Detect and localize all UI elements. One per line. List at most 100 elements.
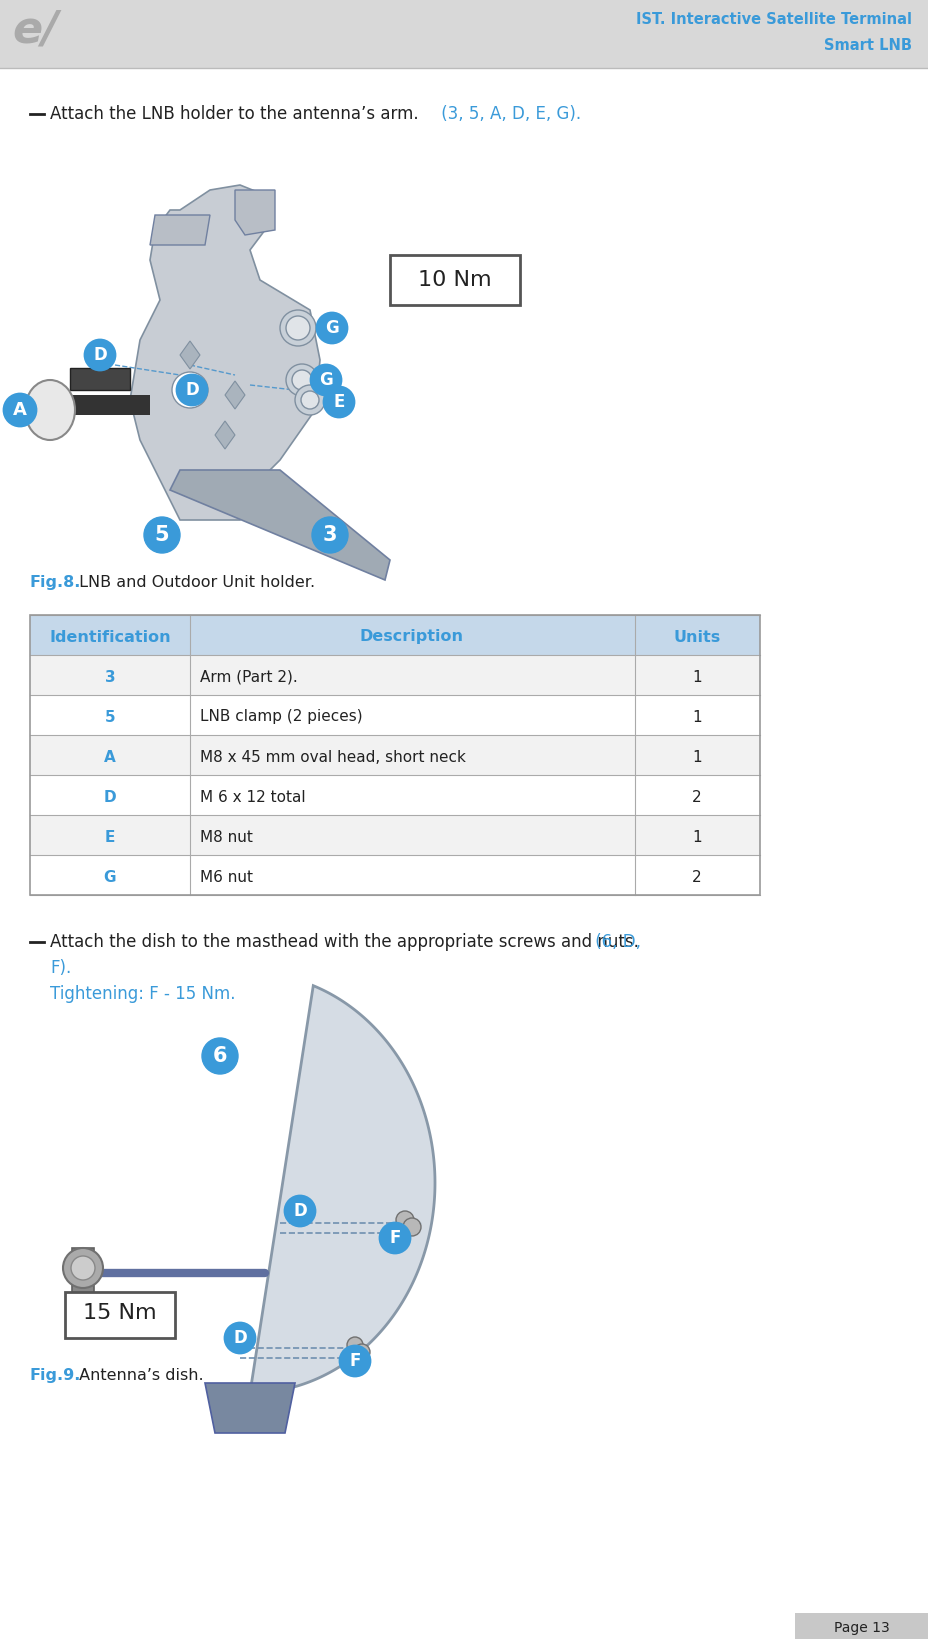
Text: A: A bbox=[104, 749, 116, 764]
Text: Tightening: F - 15 Nm.: Tightening: F - 15 Nm. bbox=[50, 985, 235, 1003]
Text: M 6 x 12 total: M 6 x 12 total bbox=[200, 790, 305, 805]
Text: 5: 5 bbox=[105, 710, 115, 724]
Text: D: D bbox=[104, 790, 116, 805]
Text: F: F bbox=[349, 1352, 360, 1370]
Polygon shape bbox=[149, 215, 210, 244]
Text: LNB clamp (2 pieces): LNB clamp (2 pieces) bbox=[200, 710, 362, 724]
Text: Units: Units bbox=[673, 629, 720, 644]
Polygon shape bbox=[214, 421, 235, 449]
Text: Antenna’s dish.: Antenna’s dish. bbox=[74, 1369, 203, 1383]
Text: Page 13: Page 13 bbox=[833, 1621, 889, 1636]
Bar bbox=[390, 256, 520, 305]
Circle shape bbox=[177, 375, 207, 405]
Text: 2: 2 bbox=[691, 870, 701, 885]
Bar bbox=[794, 1613, 928, 1639]
Text: D: D bbox=[293, 1201, 306, 1219]
Bar bbox=[72, 1247, 94, 1328]
Bar bbox=[30, 815, 759, 856]
Text: 3: 3 bbox=[105, 669, 115, 685]
Text: D: D bbox=[233, 1329, 247, 1347]
Text: 1: 1 bbox=[691, 749, 701, 764]
Polygon shape bbox=[180, 341, 200, 369]
Circle shape bbox=[347, 1337, 363, 1354]
Text: Attach the dish to the masthead with the appropriate screws and nuts.: Attach the dish to the masthead with the… bbox=[50, 933, 638, 951]
Circle shape bbox=[86, 341, 114, 369]
Text: LNB and Outdoor Unit holder.: LNB and Outdoor Unit holder. bbox=[74, 575, 315, 590]
Text: Description: Description bbox=[360, 629, 463, 644]
Text: D: D bbox=[185, 380, 199, 398]
Text: (6, D,: (6, D, bbox=[589, 933, 640, 951]
Circle shape bbox=[179, 379, 200, 402]
Text: F).: F). bbox=[50, 959, 71, 977]
Text: Identification: Identification bbox=[49, 629, 171, 644]
Text: Attach the LNB holder to the antenna’s arm.: Attach the LNB holder to the antenna’s a… bbox=[50, 105, 419, 123]
Polygon shape bbox=[130, 185, 319, 520]
Bar bbox=[70, 369, 130, 390]
Circle shape bbox=[340, 1346, 369, 1377]
Text: E: E bbox=[105, 829, 115, 844]
Circle shape bbox=[380, 1223, 409, 1252]
Text: IST. Interactive Satellite Terminal: IST. Interactive Satellite Terminal bbox=[636, 11, 911, 26]
Text: 1: 1 bbox=[691, 829, 701, 844]
Circle shape bbox=[144, 516, 180, 552]
Bar bbox=[30, 695, 759, 734]
Text: 2: 2 bbox=[691, 790, 701, 805]
Circle shape bbox=[311, 365, 341, 395]
Text: Arm (Part 2).: Arm (Part 2). bbox=[200, 669, 298, 685]
Text: Smart LNB: Smart LNB bbox=[823, 38, 911, 52]
Bar bbox=[30, 615, 759, 656]
Circle shape bbox=[71, 1255, 95, 1280]
Bar bbox=[30, 615, 759, 895]
Bar bbox=[30, 775, 759, 815]
Circle shape bbox=[316, 313, 347, 343]
Text: Fig.9.: Fig.9. bbox=[30, 1369, 82, 1383]
Circle shape bbox=[172, 372, 208, 408]
Circle shape bbox=[4, 393, 36, 426]
Polygon shape bbox=[225, 380, 245, 410]
Text: F: F bbox=[389, 1229, 400, 1247]
Circle shape bbox=[201, 1037, 238, 1074]
Bar bbox=[30, 734, 759, 775]
Circle shape bbox=[286, 364, 317, 397]
Text: 15 Nm: 15 Nm bbox=[84, 1303, 157, 1323]
Text: e/: e/ bbox=[12, 8, 58, 51]
Circle shape bbox=[395, 1211, 414, 1229]
Text: D: D bbox=[93, 346, 107, 364]
Text: M8 nut: M8 nut bbox=[200, 829, 252, 844]
Text: 6: 6 bbox=[213, 1046, 227, 1065]
Text: M8 x 45 mm oval head, short neck: M8 x 45 mm oval head, short neck bbox=[200, 749, 465, 764]
Circle shape bbox=[324, 387, 354, 416]
Text: 5: 5 bbox=[155, 524, 169, 546]
Text: (3, 5, A, D, E, G).: (3, 5, A, D, E, G). bbox=[435, 105, 581, 123]
Text: 1: 1 bbox=[691, 710, 701, 724]
Bar bbox=[30, 1018, 489, 1347]
Circle shape bbox=[291, 370, 312, 390]
Polygon shape bbox=[250, 985, 434, 1393]
Circle shape bbox=[63, 1247, 103, 1288]
Bar bbox=[30, 656, 759, 695]
Circle shape bbox=[301, 392, 318, 410]
Text: 3: 3 bbox=[322, 524, 337, 546]
Circle shape bbox=[285, 1196, 315, 1226]
Circle shape bbox=[279, 310, 316, 346]
Polygon shape bbox=[170, 470, 390, 580]
Text: 1: 1 bbox=[691, 669, 701, 685]
Circle shape bbox=[92, 347, 108, 362]
Circle shape bbox=[354, 1344, 369, 1360]
Text: G: G bbox=[319, 370, 332, 388]
Circle shape bbox=[403, 1218, 420, 1236]
Polygon shape bbox=[235, 190, 275, 234]
Text: 10 Nm: 10 Nm bbox=[418, 270, 491, 290]
Text: Fig.8.: Fig.8. bbox=[30, 575, 82, 590]
Circle shape bbox=[286, 316, 310, 339]
Text: M6 nut: M6 nut bbox=[200, 870, 252, 885]
Bar bbox=[30, 148, 560, 561]
Bar bbox=[65, 1292, 174, 1337]
Text: G: G bbox=[325, 320, 339, 338]
Circle shape bbox=[84, 339, 115, 370]
Polygon shape bbox=[205, 1383, 295, 1432]
Circle shape bbox=[225, 1323, 254, 1354]
Bar bbox=[30, 856, 759, 895]
Text: A: A bbox=[13, 402, 27, 420]
Text: E: E bbox=[333, 393, 344, 411]
